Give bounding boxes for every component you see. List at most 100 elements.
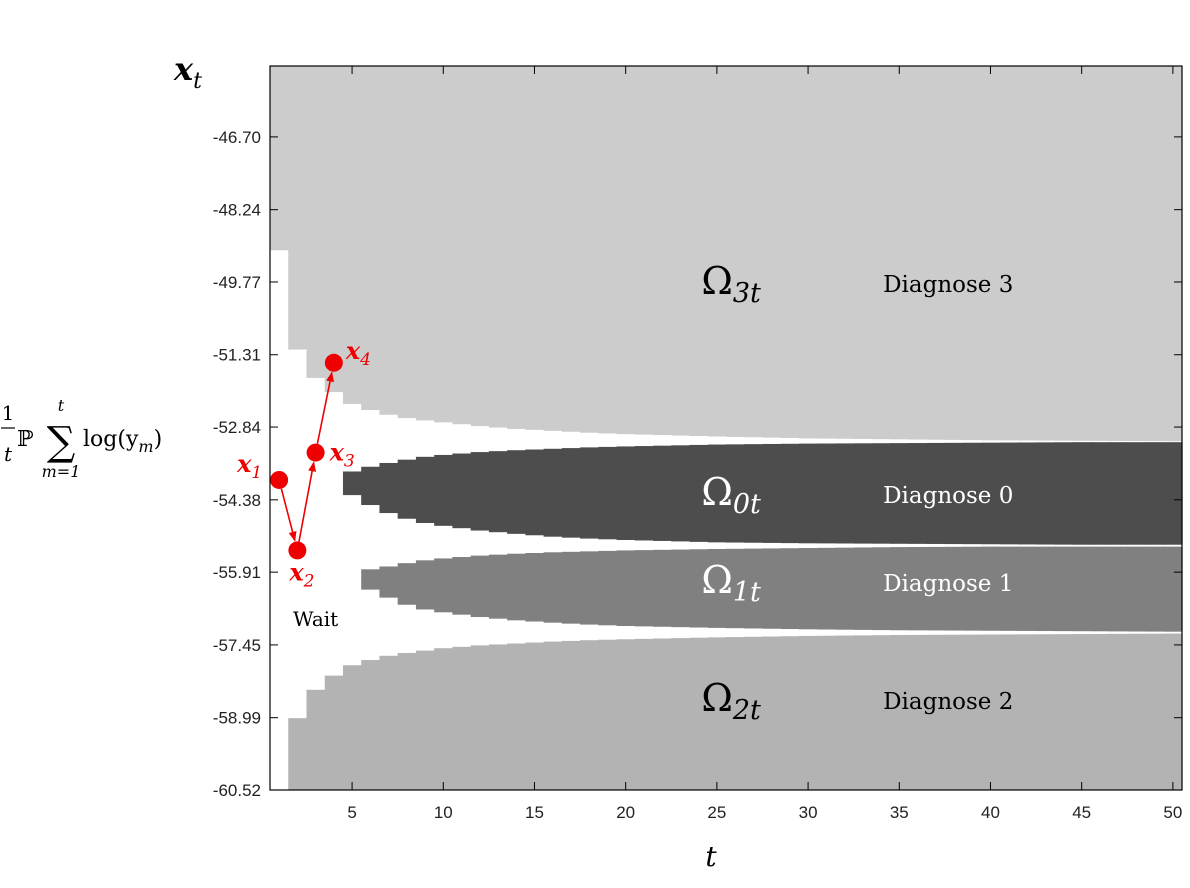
omega2-column <box>361 660 381 790</box>
omega3-column <box>853 66 873 439</box>
regions-layer <box>270 66 1183 790</box>
y-axis-side-label: 1 t ℙ t ∑ m=1 log(ym) <box>1 396 162 481</box>
omega3-column <box>1127 66 1147 442</box>
omega2-column <box>616 639 636 790</box>
y-label-sum-upper: t <box>58 396 65 415</box>
omega1-column <box>434 558 453 613</box>
omega3-column <box>342 66 362 404</box>
omega1-column <box>835 547 855 630</box>
omega0-column <box>488 451 508 533</box>
omega2-column <box>1163 633 1183 790</box>
omega3-column <box>963 66 982 441</box>
y-label-symbol: ℙ <box>17 427 34 452</box>
omega3-column <box>1017 66 1037 441</box>
trajectory-arrow <box>298 461 317 542</box>
omega3-column <box>1036 66 1055 441</box>
omega0-column <box>853 443 873 544</box>
omega0-column <box>871 443 891 544</box>
omega0-column <box>963 442 982 545</box>
omega2-column <box>671 638 691 790</box>
omega3-column <box>379 66 399 415</box>
omega1-column <box>1127 546 1147 632</box>
omega0-column <box>981 442 1001 545</box>
omega3-column <box>817 66 837 439</box>
omega2-column <box>1017 634 1037 790</box>
omega1-column <box>890 547 909 631</box>
omega0-column <box>1054 442 1074 545</box>
omega3-column <box>270 66 289 251</box>
omega3-column <box>580 66 599 433</box>
omega1-column <box>963 546 982 631</box>
omega3-column <box>525 66 545 430</box>
omega3-column <box>634 66 654 435</box>
omega0-column <box>1036 442 1055 545</box>
omega3-column <box>507 66 526 429</box>
x-tick-label: 30 <box>799 803 818 822</box>
omega1-column <box>671 549 691 628</box>
omega2-column <box>397 652 417 790</box>
trajectory-point <box>324 353 343 372</box>
point-label-sub: 3 <box>344 452 355 472</box>
y-axis-top-label-sub: t <box>193 69 202 94</box>
region-symbol-sub: 1t <box>733 577 761 608</box>
y-tick-label: -51.31 <box>213 346 261 365</box>
omega1-column <box>817 547 837 630</box>
omega1-column <box>1017 546 1037 631</box>
x-tick-label: 10 <box>434 803 453 822</box>
x-tick-label: 5 <box>347 803 356 822</box>
omega2-column <box>580 640 599 790</box>
omega2-column <box>981 634 1001 790</box>
omega2-column <box>452 646 472 790</box>
omega3-column <box>543 66 563 431</box>
omega1-column <box>653 549 672 627</box>
omega2-column <box>798 635 818 790</box>
omega1-column <box>926 546 946 631</box>
point-label-main: x <box>288 557 304 586</box>
omega3-column <box>452 66 472 425</box>
y-tick-label: -55.91 <box>213 563 261 582</box>
omega0-column <box>598 446 618 540</box>
omega0-column <box>543 448 563 537</box>
omega0-column <box>1109 442 1128 545</box>
omega1-column <box>1072 546 1092 632</box>
wait-label: Wait <box>293 607 338 631</box>
omega1-column <box>507 553 526 621</box>
omega2-column <box>598 639 618 790</box>
omega3-column <box>890 66 909 440</box>
x-tick-label: 25 <box>707 803 726 822</box>
omega3-column <box>434 66 453 423</box>
omega3-column <box>653 66 672 436</box>
trajectory-arrow <box>280 488 297 542</box>
omega0-column <box>817 443 837 544</box>
omega2-column <box>653 638 672 790</box>
omega1-column <box>744 548 764 629</box>
omega1-column <box>397 563 417 605</box>
x-tick-label: 50 <box>1163 803 1182 822</box>
omega1-column <box>1145 546 1165 632</box>
y-tick-label: -52.84 <box>213 418 261 437</box>
omega1-column <box>707 548 727 628</box>
omega3-column <box>1109 66 1128 441</box>
region-label: Diagnose 1 <box>883 571 1013 597</box>
omega3-column <box>397 66 417 419</box>
y-axis-top-label: xt <box>173 50 202 94</box>
omega0-column <box>908 443 928 544</box>
omega3-column <box>598 66 618 434</box>
region-symbol: Ω3t <box>701 259 761 309</box>
omega2-column <box>434 648 453 790</box>
y-label-frac-num: 1 <box>2 401 15 425</box>
y-label-func-sub: m <box>138 437 153 456</box>
y-tick-label: -58.99 <box>213 709 261 728</box>
omega0-column <box>1090 442 1110 545</box>
point-label-sub: 1 <box>251 463 262 483</box>
omega2-column <box>306 689 326 790</box>
x-tick-label: 45 <box>1072 803 1091 822</box>
omega2-column <box>415 650 435 790</box>
omega1-column <box>762 548 782 629</box>
region-symbol: Ω0t <box>701 470 761 520</box>
omega3-column <box>1163 66 1183 442</box>
omega0-column <box>1163 442 1183 545</box>
omega2-column <box>1054 634 1074 790</box>
x-tick-label: 15 <box>525 803 544 822</box>
omega0-column <box>671 445 691 542</box>
